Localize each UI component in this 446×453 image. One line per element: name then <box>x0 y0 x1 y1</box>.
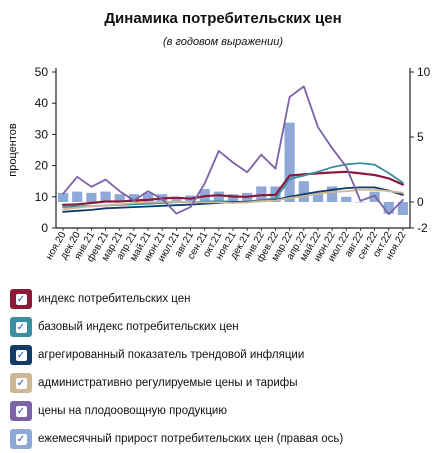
bar-monthly-growth <box>171 196 182 202</box>
checkbox-icon[interactable]: ✓ <box>15 321 27 333</box>
bar-monthly-growth <box>213 191 224 202</box>
legend-label: ежемесячный прирост потребительских цен … <box>38 433 344 445</box>
legend-item-trend-inflation[interactable]: ✓ агрегированный показатель трендовой ин… <box>10 341 440 369</box>
legend-label: индекс потребительских цен <box>38 293 191 305</box>
bar-monthly-growth <box>327 186 338 202</box>
series-line-0 <box>61 170 404 206</box>
legend-item-fruit-vegetable[interactable]: ✓ цены на плодоовощную продукцию <box>10 397 440 425</box>
y-tick-label-left: 10 <box>35 190 49 204</box>
y-tick-label-right: 10 <box>417 65 431 79</box>
y-tick-label-left: 50 <box>35 65 49 79</box>
y-tick-label-right: -2 <box>417 221 428 235</box>
checkbox-icon[interactable]: ✓ <box>15 377 27 389</box>
bar-monthly-growth <box>383 202 394 214</box>
checkbox-icon[interactable]: ✓ <box>15 433 27 445</box>
bar-monthly-growth <box>86 192 97 202</box>
checkbox-icon[interactable]: ✓ <box>15 349 27 361</box>
legend-label: административно регулируемые цены и тари… <box>38 377 298 389</box>
bar-monthly-growth <box>114 194 125 202</box>
bar-monthly-growth <box>397 202 408 215</box>
legend-item-monthly-growth[interactable]: ✓ ежемесячный прирост потребительских це… <box>10 425 440 453</box>
y-tick-label-left: 40 <box>35 96 49 110</box>
bar-monthly-growth <box>72 191 83 202</box>
legend-swatch[interactable]: ✓ <box>10 429 32 449</box>
y-tick-label-left: 20 <box>35 159 49 173</box>
bar-monthly-growth <box>341 196 352 202</box>
legend-label: базовый индекс потребительских цен <box>38 321 239 333</box>
legend-item-cpi[interactable]: ✓ индекс потребительских цен <box>10 285 440 313</box>
bar-monthly-growth <box>298 181 309 202</box>
y-axis-label: процентов <box>7 123 19 177</box>
legend-swatch[interactable]: ✓ <box>10 289 32 309</box>
bar-monthly-growth <box>284 122 295 202</box>
legend-swatch[interactable]: ✓ <box>10 345 32 365</box>
legend-swatch[interactable]: ✓ <box>10 373 32 393</box>
bar-monthly-growth <box>355 202 366 203</box>
checkbox-icon[interactable]: ✓ <box>15 405 27 417</box>
legend-item-core-cpi[interactable]: ✓ базовый индекс потребительских цен <box>10 313 440 341</box>
bar-monthly-growth <box>58 192 69 202</box>
bar-monthly-growth <box>227 194 239 202</box>
legend: ✓ индекс потребительских цен ✓ базовый и… <box>10 285 440 453</box>
bar-monthly-growth <box>312 192 324 202</box>
series-line-4 <box>62 85 404 216</box>
bar-monthly-growth <box>128 194 139 202</box>
legend-label: цены на плодоовощную продукцию <box>38 405 227 417</box>
bar-monthly-growth <box>100 191 111 202</box>
checkbox-icon[interactable]: ✓ <box>15 293 27 305</box>
legend-swatch[interactable]: ✓ <box>10 401 32 421</box>
bar-monthly-growth <box>142 192 154 202</box>
legend-swatch[interactable]: ✓ <box>10 317 32 337</box>
chart-subtitle: (в годовом выражении) <box>162 36 283 48</box>
chart-area: 01020304050-20510процентовноя.20дек.20ян… <box>7 65 431 264</box>
y-tick-label-left: 30 <box>35 127 49 141</box>
y-tick-label-right: 5 <box>417 130 424 144</box>
series-line-3 <box>62 188 404 211</box>
y-tick-label-right: 0 <box>417 195 424 209</box>
y-tick-label-left: 0 <box>41 221 48 235</box>
legend-item-regulated-prices[interactable]: ✓ административно регулируемые цены и та… <box>10 369 440 397</box>
legend-label: агрегированный показатель трендовой инфл… <box>38 349 305 361</box>
chart-title: Динамика потребительских цен <box>104 10 342 27</box>
